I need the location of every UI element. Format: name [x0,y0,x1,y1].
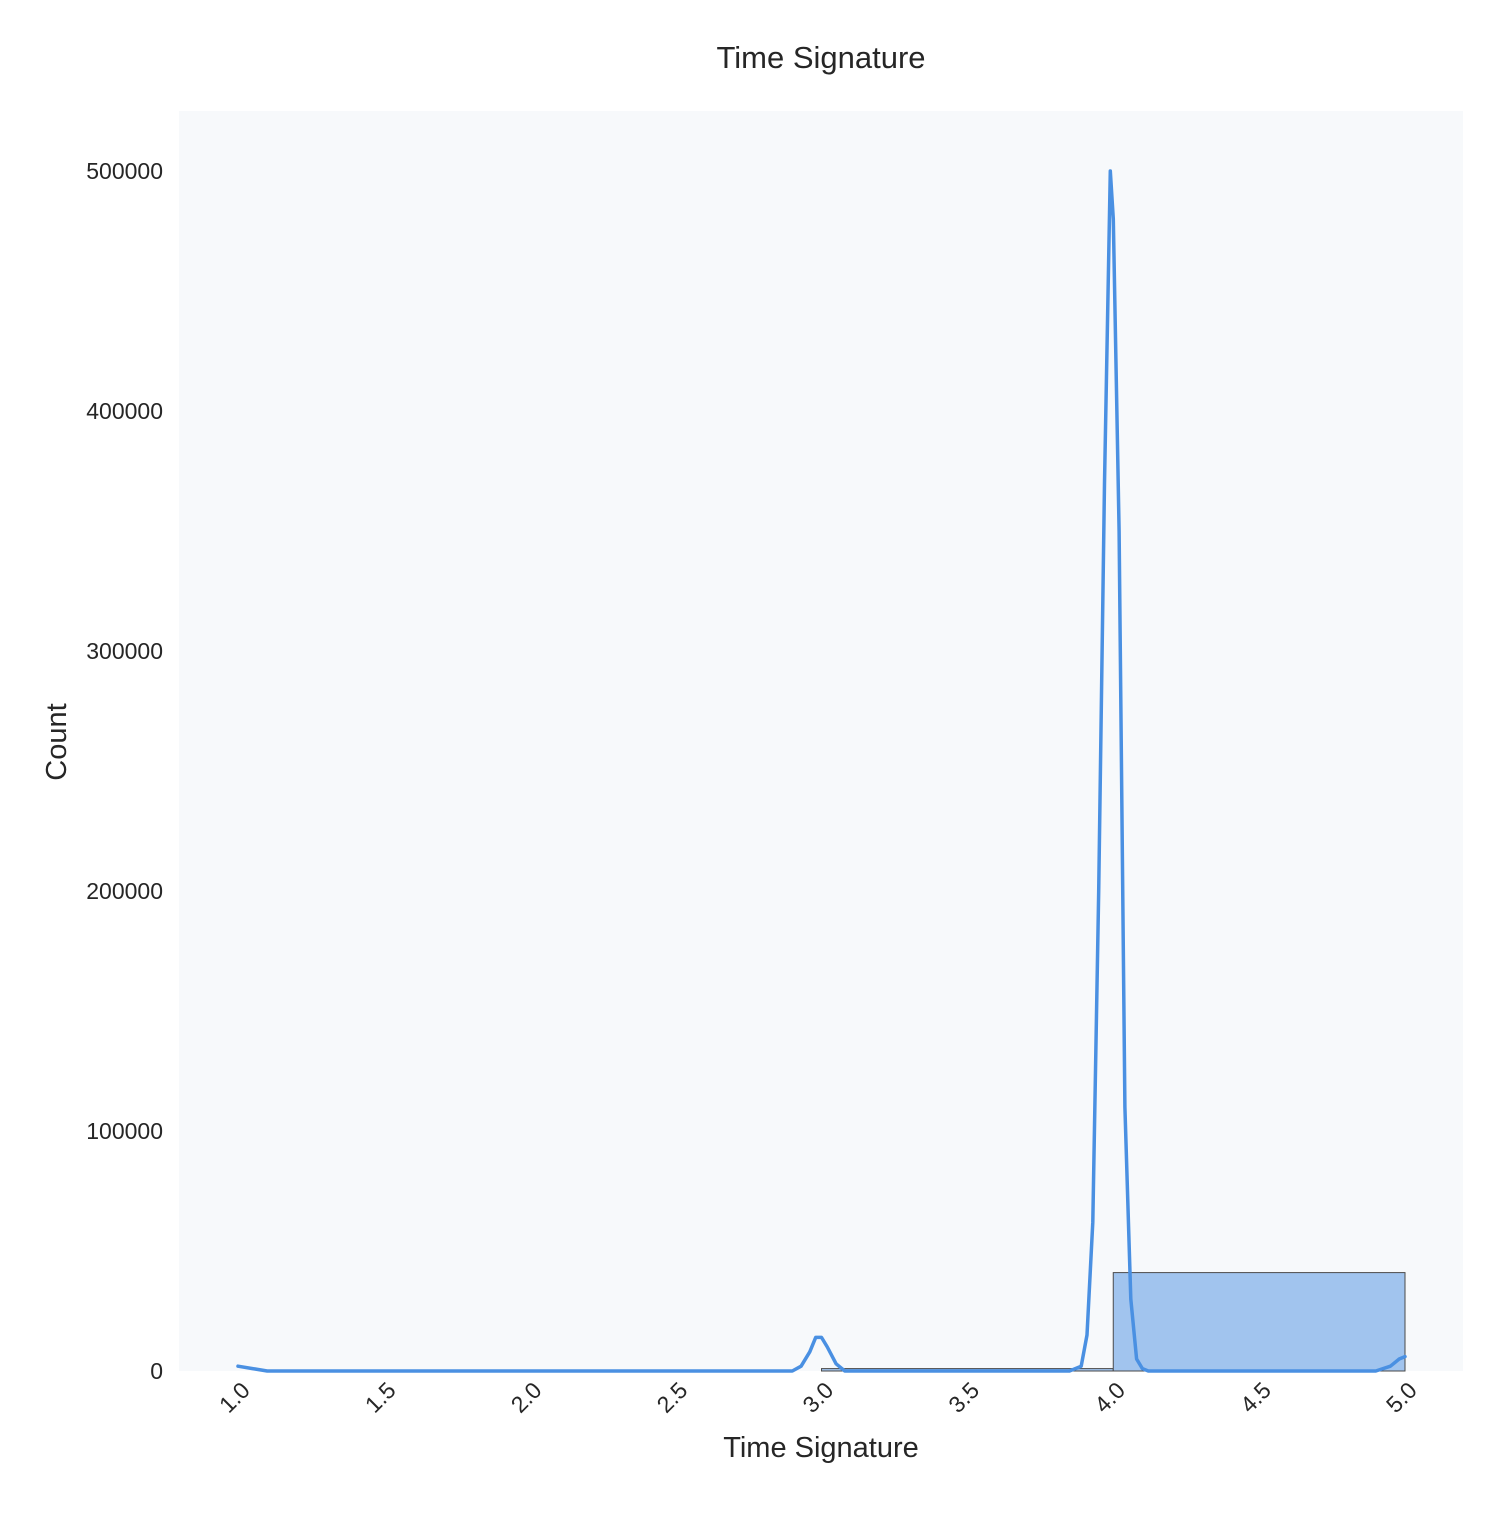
x-tick-label: 4.5 [1235,1377,1276,1418]
x-axis-ticks: 1.0 1.5 2.0 2.5 3.0 3.5 4.0 4.5 5.0 [214,1377,1422,1418]
y-tick-label: 200000 [86,878,163,904]
kde-line [236,169,1407,1373]
y-axis-ticks: 0 100000 200000 300000 400000 500000 [86,158,163,1384]
x-tick-label: 5.0 [1381,1377,1422,1418]
chart-title: Time Signature [716,40,925,75]
histogram-bar-5 [1112,1272,1406,1372]
kde-curve-layer [236,169,1407,1373]
x-tick-label: 3.5 [943,1377,984,1418]
x-tick-label: 1.5 [360,1377,401,1418]
plot-background [179,111,1463,1371]
y-tick-label: 100000 [86,1118,163,1144]
histogram-bars [821,1272,1406,1372]
y-tick-label: 400000 [86,398,163,424]
x-tick-label: 1.0 [214,1377,255,1418]
x-tick-label: 2.0 [506,1377,547,1418]
y-tick-label: 0 [150,1358,163,1384]
y-axis-label: Count [41,703,73,780]
x-tick-label: 3.0 [797,1377,838,1418]
x-axis-label: Time Signature [723,1432,919,1464]
x-tick-label: 2.5 [651,1377,692,1418]
x-tick-label: 4.0 [1089,1377,1130,1418]
y-tick-label: 300000 [86,638,163,664]
y-tick-label: 500000 [86,158,163,184]
